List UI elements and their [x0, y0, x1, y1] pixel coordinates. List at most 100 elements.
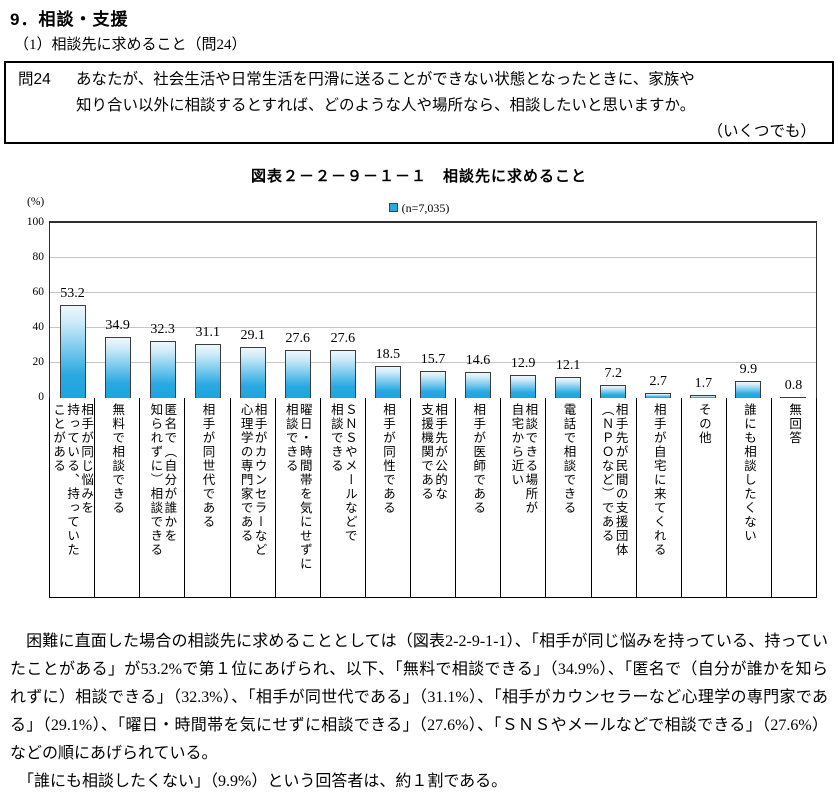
bar-value-label: 32.3 — [150, 322, 175, 338]
category-cell: ＳＮＳやメールなどで 相談できる — [321, 398, 366, 597]
question-text-line2: 知り合い以外に相談するとすれば、どのような人や場所なら、相談したいと思いますか。 — [76, 97, 696, 114]
bar-slot: 29.1 — [230, 223, 275, 398]
category-label: 相手が医師である — [471, 403, 486, 515]
bar-value-label: 12.9 — [510, 356, 536, 372]
category-label: 電話で相談できる — [561, 403, 576, 515]
bar-slot: 9.9 — [726, 223, 771, 398]
figure-bar-chart: 図表２－２－９－１－１ 相談先に求めること (n=7,035) (%) 0 20 4… — [0, 158, 838, 628]
gridline — [50, 327, 816, 328]
category-cell: 相手先が公的な 支援機関である — [411, 398, 457, 597]
category-cell: 相談できる場所が 自宅から近い — [501, 398, 547, 597]
category-cell: 匿名で（自分が誰かを 知られずに）相談できる — [140, 398, 186, 597]
bar-value-label: 34.9 — [105, 317, 130, 333]
chart-legend: (n=7,035) — [0, 201, 838, 216]
bar — [419, 370, 446, 398]
bar-value-label: 12.1 — [555, 357, 581, 373]
category-label: 相手がカウンセラーなど 心理学の専門家である — [238, 403, 267, 557]
bar — [555, 376, 582, 398]
bar — [194, 343, 221, 398]
bar-value-label: 29.1 — [240, 328, 266, 344]
bar — [284, 349, 311, 398]
category-cell: 相手が同じ悩みを 持っている、持っていた ことがある — [50, 398, 96, 597]
question-text-line1: あなたが、社会生活や日常生活を円滑に送ることができない状態となったときに、家族や — [76, 71, 695, 88]
category-label: 無回答 — [787, 403, 802, 445]
y-axis-tick-label: 20 — [32, 356, 45, 368]
bar-value-label: 53.2 — [60, 285, 85, 301]
category-cell: 相手が医師である — [456, 398, 502, 597]
bar-slot: 7.2 — [591, 223, 636, 398]
section-heading: 9．相談・支援 — [10, 10, 129, 29]
bar-value-label: 1.7 — [694, 376, 713, 392]
category-axis: 相手が同じ悩みを 持っている、持っていた ことがある 無料で相談できる 匿名で（自分… — [49, 398, 817, 598]
bar-value-label: 9.9 — [739, 361, 758, 377]
question-line-1: 問24 あなたが、社会生活や日常生活を円滑に送ることができない状態となったときに… — [18, 67, 816, 93]
body-text: 困難に直面した場合の相談先に求めることとしては（図表2-2-9-1-1）、「相手… — [10, 628, 828, 795]
bar — [600, 385, 627, 398]
bar-value-label: 7.2 — [604, 366, 622, 382]
category-cell: 誰にも相談したくない — [727, 398, 772, 597]
y-axis-tick-label: 0 — [38, 391, 44, 403]
legend-square-icon — [388, 203, 398, 212]
category-cell: 曜日・時間帯を気にせずに 相談できる — [276, 398, 321, 597]
category-cell: その他 — [682, 398, 727, 597]
gridline — [50, 257, 816, 258]
question-note: （いくつでも） — [707, 123, 816, 140]
bar-slot: 18.5 — [365, 223, 410, 398]
bar — [645, 393, 672, 398]
bar — [735, 380, 762, 398]
bar — [374, 365, 401, 398]
bar — [59, 304, 86, 398]
bar-slot: 2.7 — [636, 223, 681, 398]
category-label: 相手先が公的な 支援機関である — [419, 403, 448, 501]
bar-slot: 32.3 — [140, 223, 185, 398]
bar-slot: 1.7 — [681, 223, 726, 398]
subsection-heading: （1）相談先に求めること（問24） — [14, 37, 247, 53]
legend-label: (n=7,035) — [401, 201, 450, 215]
category-label: 無料で相談できる — [110, 403, 125, 515]
category-label: 誰にも相談したくない — [741, 403, 756, 543]
category-label: 曜日・時間帯を気にせずに 相談できる — [283, 403, 312, 571]
bar-slot: 34.9 — [95, 223, 140, 398]
category-cell: 相手が同世代である — [185, 398, 231, 597]
category-label: 相談できる場所が 自宅から近い — [509, 403, 538, 515]
category-cell: 無回答 — [772, 398, 816, 597]
category-label: ＳＮＳやメールなどで 相談できる — [328, 403, 357, 543]
y-axis-tick-label: 100 — [26, 216, 44, 228]
bar — [510, 375, 537, 398]
y-axis-tick-label: 40 — [32, 321, 45, 333]
chart-title: 図表２－２－９－１－１ 相談先に求めること — [250, 168, 587, 185]
gridline — [50, 362, 816, 363]
bar-slot: 27.6 — [320, 223, 365, 398]
question-number: 問24 — [18, 71, 51, 88]
category-label: 相手が自宅に来てくれる — [651, 403, 666, 557]
category-label: その他 — [696, 403, 711, 445]
bar-slot: 31.1 — [185, 223, 230, 398]
bar-slot: 12.9 — [501, 223, 546, 398]
category-cell: 無料で相談できる — [95, 398, 141, 597]
paragraph-2: 「誰にも相談したくない」（9.9%）という回答者は、約１割である。 — [10, 773, 508, 790]
category-label: 相手先が民間の支援団体 （ＮＰＯなど）である — [599, 403, 628, 557]
bar-value-label: 14.6 — [465, 353, 491, 369]
bar-slot: 12.1 — [546, 223, 591, 398]
bar-slot: 27.6 — [275, 223, 320, 398]
bar — [465, 372, 492, 398]
y-axis-unit-label: (%) — [27, 196, 45, 208]
bar-value-label: 0.8 — [784, 377, 803, 393]
y-axis-tick-label: 60 — [32, 286, 45, 298]
category-label: 匿名で（自分が誰かを 知られずに）相談できる — [148, 403, 177, 557]
bar-value-label: 18.5 — [375, 346, 401, 362]
category-label: 相手が同性である — [380, 403, 395, 515]
category-cell: 相手が自宅に来てくれる — [637, 398, 682, 597]
bar-value-label: 15.7 — [420, 351, 446, 367]
bar-slot: 53.2 — [50, 223, 95, 398]
category-cell: 相手がカウンセラーなど 心理学の専門家である — [231, 398, 276, 597]
bar — [329, 349, 356, 398]
bar — [239, 347, 266, 398]
y-axis-tick-label: 80 — [32, 251, 45, 263]
paragraph-1: 困難に直面した場合の相談先に求めることとしては（図表2-2-9-1-1）、「相手… — [10, 633, 828, 762]
bar-slot: 0.8 — [771, 223, 816, 398]
bar-slot: 14.6 — [456, 223, 501, 398]
bar-slot: 15.7 — [410, 223, 455, 398]
question-box: 問24 あなたが、社会生活や日常生活を円滑に送ることができない状態となったときに… — [4, 61, 834, 144]
